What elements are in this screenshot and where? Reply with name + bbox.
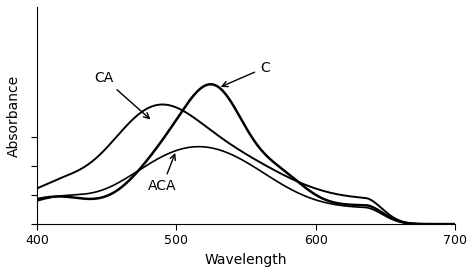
Text: CA: CA [94, 71, 149, 118]
Y-axis label: Absorbance: Absorbance [7, 75, 21, 156]
Text: ACA: ACA [148, 154, 177, 193]
Text: C: C [222, 61, 270, 87]
X-axis label: Wavelength: Wavelength [205, 253, 287, 267]
